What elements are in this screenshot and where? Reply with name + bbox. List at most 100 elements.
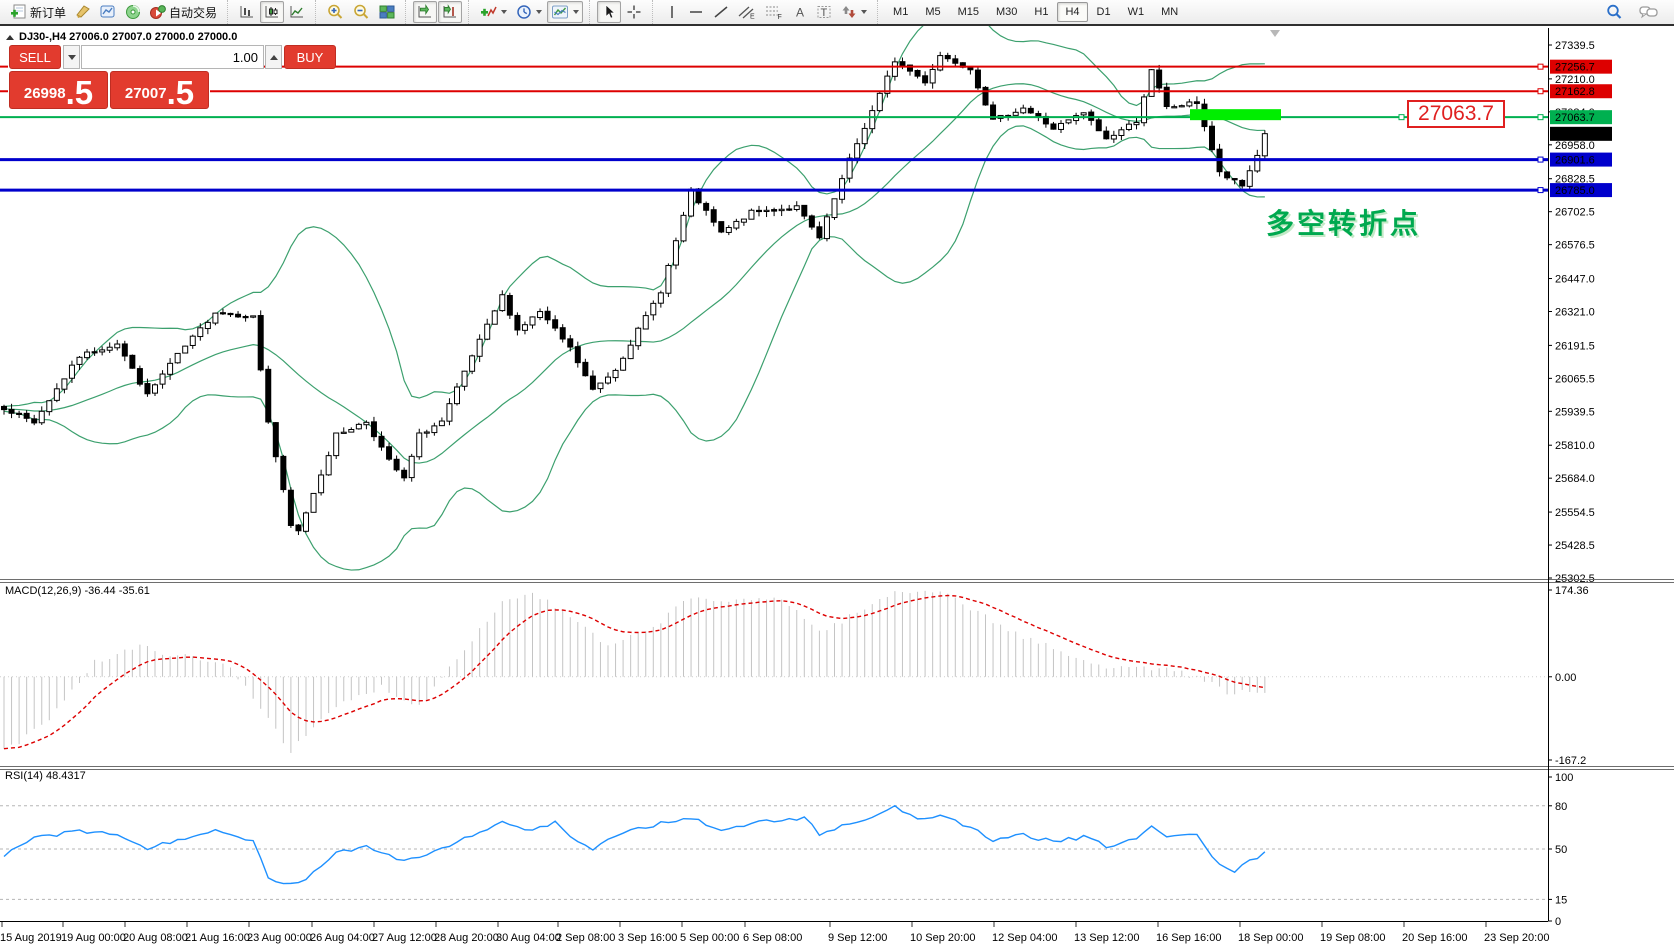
candle-body (461, 370, 468, 387)
candle-body (303, 512, 309, 532)
candle-body (91, 351, 98, 354)
zoom-in-button[interactable] (323, 1, 348, 23)
svg-text:F: F (778, 14, 782, 20)
candle-body (174, 352, 181, 364)
metaeditor-button[interactable] (71, 1, 95, 23)
candlestick-chart-button[interactable] (260, 1, 285, 23)
date-label: 13 Sep 12:00 (1074, 932, 1139, 944)
indicators-button[interactable] (476, 1, 511, 23)
equidistant-channel-icon: E (738, 6, 755, 20)
arrows-button[interactable] (837, 1, 871, 23)
candle-body (386, 446, 393, 460)
candle-body (763, 209, 770, 213)
candle-body (204, 321, 211, 330)
candle-body (552, 319, 559, 329)
chat-button[interactable] (1635, 1, 1662, 23)
vertical-line-button[interactable] (660, 1, 683, 23)
volume-decrease-button[interactable] (63, 45, 80, 69)
candle-body (121, 343, 128, 357)
candle-body (1133, 122, 1140, 126)
line-end-marker (1537, 156, 1544, 163)
templates-button[interactable] (547, 1, 584, 23)
timeframe-m5-button[interactable]: M5 (917, 2, 948, 22)
horizontal-line-button[interactable] (684, 1, 708, 23)
chart-annotation: 多空转折点 (1266, 208, 1422, 239)
timeframe-w1-button[interactable]: W1 (1120, 2, 1153, 22)
candle-body (340, 431, 347, 434)
price-tag-label: 27256.7 (1555, 62, 1595, 74)
candle-body (363, 421, 370, 426)
candle-body (16, 412, 23, 415)
timeframe-h4-button[interactable]: H4 (1057, 2, 1088, 22)
date-label: 28 Aug 20:00 (434, 932, 499, 944)
volume-input[interactable] (81, 45, 264, 69)
signals-button[interactable] (121, 1, 145, 23)
date-label: 18 Sep 00:00 (1238, 932, 1303, 944)
date-label: 15 Aug 2019 (0, 932, 62, 944)
sell-button[interactable]: SELL (9, 45, 61, 69)
trendline-button[interactable] (709, 1, 733, 23)
buy-button[interactable]: BUY (284, 45, 336, 69)
candle-body (38, 410, 45, 424)
periods-button[interactable] (512, 1, 546, 23)
timeframe-h1-button[interactable]: H1 (1026, 2, 1056, 22)
fibonacci-button[interactable]: F (761, 1, 787, 23)
candle-body (672, 240, 679, 266)
candle-body (136, 368, 143, 385)
date-label: 26 Aug 04:00 (310, 932, 375, 944)
candle-body (703, 202, 710, 211)
candle-body (1163, 86, 1170, 108)
candle-body (1209, 125, 1215, 151)
equidistant-channel-button[interactable]: E (734, 1, 760, 23)
cursor-button[interactable] (597, 1, 622, 23)
candle-body (219, 312, 226, 315)
chart-shift-button[interactable] (438, 1, 463, 23)
candle-body (446, 403, 453, 422)
candle-body (756, 209, 762, 213)
zoom-out-button[interactable] (349, 1, 374, 23)
candle-body (491, 310, 498, 325)
timeframe-m1-button[interactable]: M1 (885, 2, 916, 22)
candle-body (1224, 171, 1231, 179)
candle-body (476, 338, 483, 357)
line-chart-button[interactable] (285, 1, 309, 23)
charts-button[interactable] (96, 1, 120, 23)
candle-body (620, 357, 627, 371)
candle-body (801, 204, 808, 217)
volume-increase-button[interactable] (265, 45, 282, 69)
text-label-button[interactable]: T (812, 1, 836, 23)
bollinger-middle-band (3, 83, 1265, 464)
periods-clock-icon (517, 5, 531, 19)
search-button[interactable] (1602, 1, 1627, 23)
candle-body (884, 75, 891, 94)
candle-body (944, 54, 951, 60)
timeframe-mn-button[interactable]: MN (1153, 2, 1186, 22)
candle-body (567, 338, 574, 348)
new-order-button[interactable]: 新订单 (6, 1, 70, 23)
collapse-icon[interactable] (6, 34, 14, 40)
chart-title: DJ30-,H4 27006.0 27007.0 27000.0 27000.0 (6, 31, 237, 43)
crosshair-button[interactable] (622, 1, 646, 23)
sell-price-button[interactable]: 26998.5 (9, 71, 108, 109)
candle-body (990, 104, 997, 120)
price-tick-label: 26702.5 (1555, 207, 1595, 219)
candle-body (76, 356, 83, 365)
timeframe-d1-button[interactable]: D1 (1089, 2, 1119, 22)
price-tick-label: 25939.5 (1555, 406, 1595, 418)
autoscroll-button[interactable] (413, 1, 438, 23)
tile-windows-button[interactable] (375, 1, 399, 23)
candle-body (982, 86, 989, 106)
rsi-indicator-label: RSI(14) 48.4317 (5, 770, 86, 782)
candle-body (106, 346, 113, 351)
buy-price-button[interactable]: 27007.5 (110, 71, 209, 109)
bar-chart-button[interactable] (235, 1, 259, 23)
autotrading-button[interactable]: 自动交易 (146, 1, 221, 23)
candle-body (544, 310, 551, 321)
timeframe-m30-button[interactable]: M30 (988, 2, 1025, 22)
timeframe-m15-button[interactable]: M15 (950, 2, 987, 22)
price-tick-label: 26447.0 (1555, 274, 1595, 286)
candle-body (68, 364, 75, 379)
text-button[interactable]: A (788, 1, 811, 23)
